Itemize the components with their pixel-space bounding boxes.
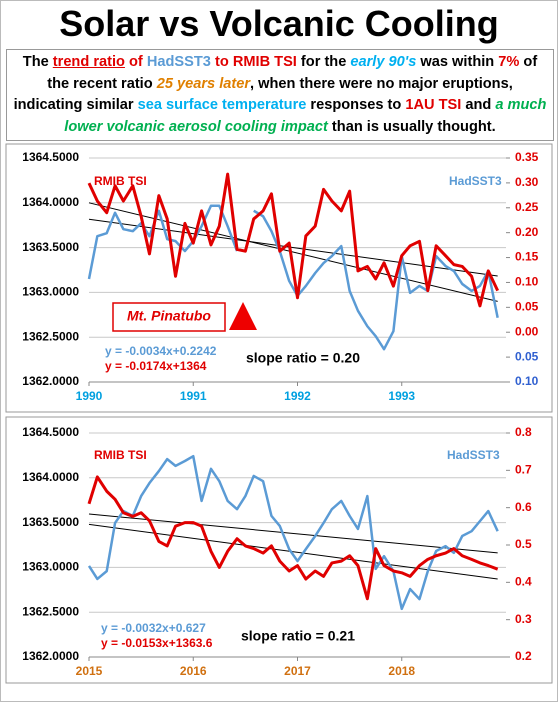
y-tick-label: 1362.0000 (22, 649, 79, 663)
annotation: HadSST3 (449, 174, 502, 188)
intro-segment: than is usually thought. (327, 118, 496, 135)
x-tick-label: 2017 (284, 664, 311, 678)
y2-tick-label: 0.15 (515, 250, 539, 264)
y2-tick-label: 0.8 (515, 425, 532, 439)
volcano-marker (229, 302, 257, 330)
annotation: Mt. Pinatubo (127, 308, 211, 324)
intro-segment: RMIB TSI (232, 54, 297, 70)
intro-segment: 25 years later (156, 75, 251, 92)
series-line (87, 172, 500, 308)
y2-tick-label: 0.10 (515, 374, 539, 388)
annotation: y = -0.0032x+0.627 (101, 621, 206, 635)
y2-tick-label: 0.7 (515, 463, 532, 477)
y2-tick-label: 0.2 (515, 649, 532, 663)
y2-tick-label: 0.30 (515, 175, 539, 189)
intro-segment: HadSST3 (146, 54, 211, 70)
page-title: Solar vs Volcanic Cooling (59, 3, 499, 44)
y-tick-label: 1364.5000 (22, 150, 79, 164)
intro-segment: was within (416, 54, 499, 70)
y-tick-label: 1364.5000 (22, 425, 79, 439)
intro-segment: to (210, 54, 233, 70)
x-tick-label: 1992 (284, 389, 311, 403)
y-tick-label: 1364.0000 (22, 195, 79, 209)
annotation: RMIB TSI (94, 174, 147, 188)
y-tick-label: 1364.0000 (22, 470, 79, 484)
annotation: y = -0.0174x+1364 (105, 359, 207, 373)
series-line (87, 204, 499, 351)
intro-segment: sea surface temperature (137, 97, 307, 113)
y2-tick-label: 0.35 (515, 150, 539, 164)
x-tick-label: 2016 (180, 664, 207, 678)
x-tick-label: 1993 (388, 389, 415, 403)
y-tick-label: 1363.5000 (22, 515, 79, 529)
y2-tick-label: 0.00 (515, 324, 539, 338)
x-tick-label: 2015 (76, 664, 103, 678)
intro-segment: The (22, 54, 53, 70)
annotation-box (112, 302, 226, 332)
intro-segment: of (124, 54, 147, 70)
y2-tick-label: 0.10 (515, 275, 539, 289)
series-line (87, 454, 499, 611)
trend-line (88, 218, 498, 277)
intro-segment: responses to (306, 97, 406, 113)
y-tick-label: 1363.0000 (22, 560, 79, 574)
x-tick-label: 1991 (180, 389, 207, 403)
annotation: slope ratio = 0.21 (241, 628, 355, 644)
panel-frame (5, 143, 553, 413)
trend-line (88, 513, 498, 554)
y-tick-label: 1362.5000 (22, 329, 79, 343)
y-tick-label: 1363.0000 (22, 285, 79, 299)
intro-segment: , when there were no major eruptions, in… (13, 75, 513, 114)
annotation: HadSST3 (447, 448, 500, 462)
y-tick-label: 1362.5000 (22, 604, 79, 618)
y2-tick-label: 0.4 (515, 575, 532, 589)
intro-segment: 7% (498, 54, 520, 70)
y2-tick-label: 0.05 (515, 300, 539, 314)
y2-tick-label: 0.6 (515, 500, 532, 514)
x-tick-label: 1990 (76, 389, 103, 403)
x-tick-label: 2018 (388, 664, 415, 678)
annotation: RMIB TSI (94, 448, 147, 462)
intro-segment: early 90's (350, 54, 417, 70)
annotation: slope ratio = 0.20 (246, 350, 360, 366)
intro-segment: trend ratio (52, 54, 125, 70)
y2-tick-label: 0.3 (515, 612, 532, 626)
intro-segment: of the recent ratio (47, 54, 538, 92)
y2-tick-label: 0.20 (515, 225, 539, 239)
y2-tick-label: 0.25 (515, 200, 539, 214)
intro-text: The trend ratio of HadSST3 to RMIB TSI f… (6, 49, 554, 141)
y2-tick-label: 0.5 (515, 537, 532, 551)
series-line (87, 475, 499, 601)
panel-frame (5, 416, 553, 684)
intro-segment: a much lower volcanic aerosol cooling im… (64, 97, 547, 135)
intro-segment: for the (296, 54, 351, 70)
y-tick-label: 1363.5000 (22, 240, 79, 254)
annotation: y = -0.0153x+1363.6 (101, 636, 213, 650)
annotation: y = -0.0034x+0.2242 (105, 344, 217, 358)
intro-segment: and (461, 97, 496, 113)
intro-segment: 1AU TSI (405, 97, 462, 113)
y2-tick-label: 0.05 (515, 349, 539, 363)
y-tick-label: 1362.0000 (22, 374, 79, 388)
